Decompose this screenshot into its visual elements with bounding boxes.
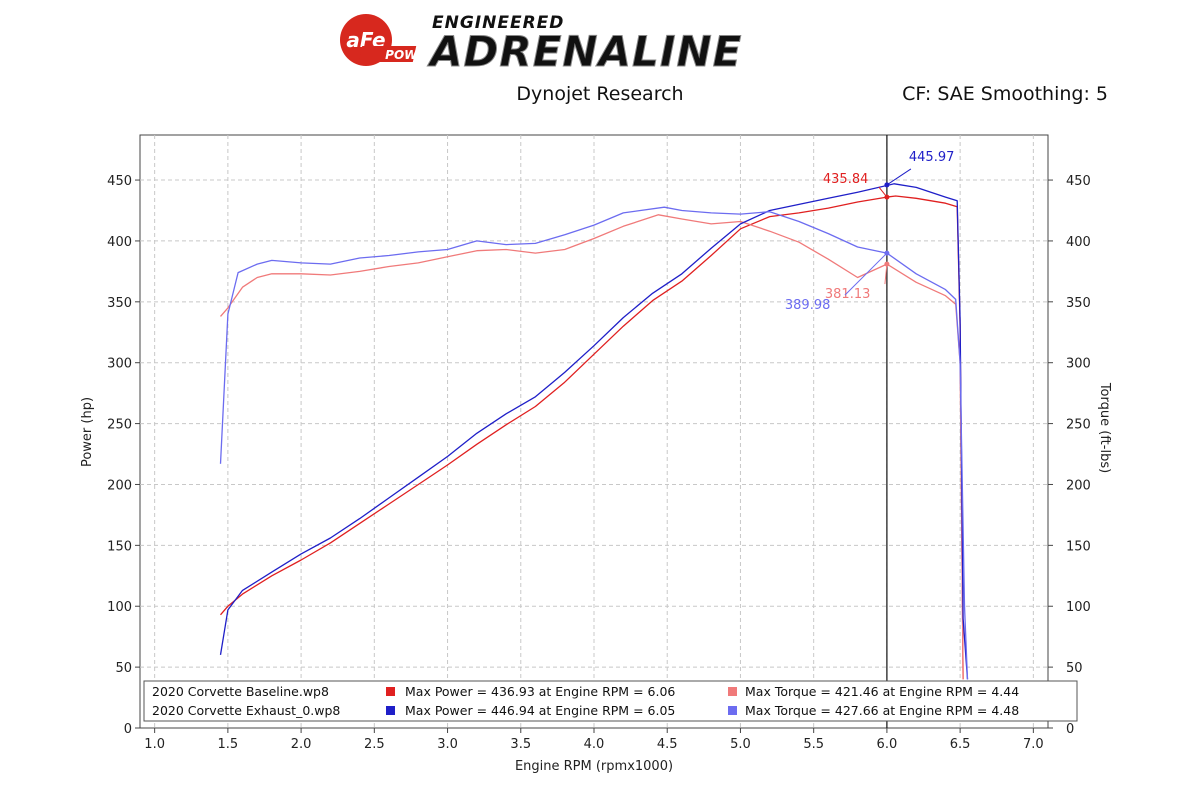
annotation-label: 445.97 [909,150,955,165]
y2-tick-label: 0 [1066,722,1074,737]
y-tick-label: 450 [107,174,132,189]
y-tick-label: 50 [115,661,132,676]
y2-tick-label: 150 [1066,539,1091,554]
legend-max-power: Max Power = 436.93 at Engine RPM = 6.06 [405,684,675,699]
y2-tick-label: 300 [1066,357,1091,372]
y-axis-title: Power (hp) [80,397,95,467]
x-tick-label: 1.5 [218,737,239,752]
legend-row: 2020 Corvette Exhaust_0.wp8 Max Power = … [152,703,1019,718]
x-tick-label: 7.0 [1023,737,1044,752]
x-tick-label: 2.5 [364,737,385,752]
y2-axis-ticks: 0 50 100 150 200 250 300 350 400 450 [1048,174,1091,737]
series-line-exhaust_power [219,183,969,680]
annotation-point [884,250,890,256]
x-axis-ticks: 1.0 1.5 2.0 2.5 3.0 3.5 4.0 4.5 5.0 5.5 6.0 6.5 7.0 [144,728,1044,752]
x-tick-label: 6.0 [877,737,898,752]
x-tick-label: 6.5 [950,737,971,752]
series-line-baseline_power [220,195,964,680]
legend: 2020 Corvette Baseline.wp8 Max Power = 4… [143,680,1078,722]
y-tick-label: 200 [107,478,132,493]
x-tick-label: 3.0 [437,737,458,752]
grid-lines [140,135,1048,728]
y-tick-label: 0 [124,722,132,737]
y2-tick-label: 400 [1066,235,1091,250]
y2-tick-label: 250 [1066,418,1091,433]
legend-swatch-exhaust-power [386,706,395,715]
x-tick-label: 3.5 [510,737,531,752]
x-tick-label: 4.5 [657,737,678,752]
afe-power-tag [358,46,417,62]
x-tick-label: 5.5 [803,737,824,752]
legend-row: 2020 Corvette Baseline.wp8 Max Power = 4… [152,684,1019,699]
legend-run-name: 2020 Corvette Exhaust_0.wp8 [152,703,340,718]
brand-logo: aFe POWER ENGINEERED ADRENALINE [340,13,742,77]
y-tick-label: 350 [107,296,132,311]
legend-box [143,680,1078,722]
brand-top-text: ENGINEERED [432,13,564,33]
y-tick-label: 250 [107,418,132,433]
x-axis-title: Engine RPM (rpmx1000) [515,759,673,774]
legend-max-power: Max Power = 446.94 at Engine RPM = 6.05 [405,703,675,718]
x-tick-label: 4.0 [584,737,605,752]
annotation-label: 381.13 [825,287,871,302]
y-tick-label: 150 [107,539,132,554]
dynojet-label: Dynojet Research [516,83,683,105]
legend-swatch-baseline-torque [728,687,737,696]
y-tick-label: 300 [107,357,132,372]
y-tick-label: 100 [107,600,132,615]
annotation-point [884,194,890,200]
annotation-label: 389.98 [785,298,831,313]
y2-tick-label: 450 [1066,174,1091,189]
x-tick-label: 2.0 [291,737,312,752]
legend-max-torque: Max Torque = 421.46 at Engine RPM = 4.44 [745,684,1019,699]
y2-axis-title: Torque (ft-lbs) [1097,382,1112,473]
y-tick-label: 400 [107,235,132,250]
annotation-label: 435.84 [823,172,869,187]
annotation-leader [844,252,888,296]
afe-power-text: POWER [385,48,435,62]
legend-max-torque: Max Torque = 427.66 at Engine RPM = 4.48 [745,703,1019,718]
legend-run-name: 2020 Corvette Baseline.wp8 [152,684,329,699]
legend-swatch-baseline-power [386,687,395,696]
annotation-point [884,261,890,267]
legend-swatch-exhaust-torque [728,706,737,715]
annotation-point [884,182,890,188]
x-tick-label: 1.0 [144,737,165,752]
x-tick-label: 5.0 [730,737,751,752]
y-axis-ticks: 0 50 100 150 200 250 300 350 400 450 [107,174,140,737]
y2-tick-label: 350 [1066,296,1091,311]
y2-tick-label: 100 [1066,600,1091,615]
annotation-leader [884,264,888,285]
y2-tick-label: 50 [1066,661,1083,676]
annotation-leader [886,168,912,186]
series-line-exhaust_torque [219,206,969,680]
brand-main-text: ADRENALINE [427,27,742,76]
cf-smoothing-label: CF: SAE Smoothing: 5 [902,83,1108,105]
y2-tick-label: 200 [1066,478,1091,493]
